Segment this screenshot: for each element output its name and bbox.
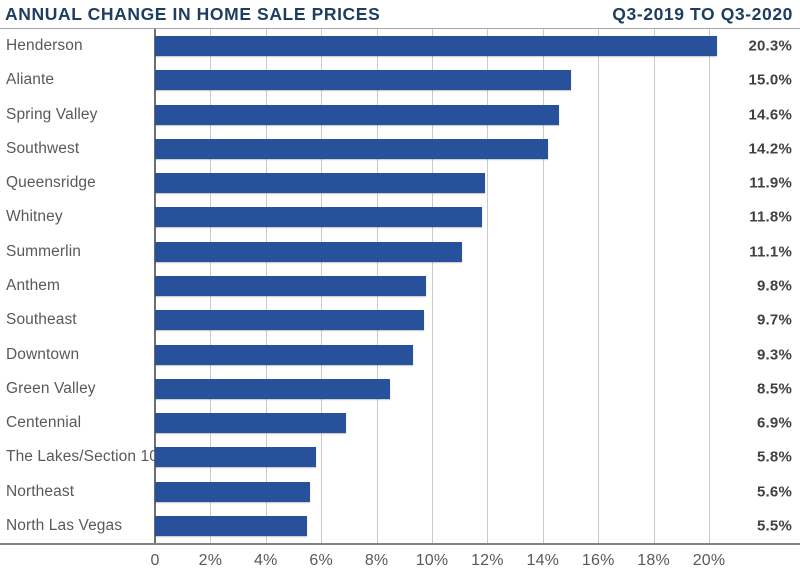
- category-label: Northeast: [6, 482, 75, 500]
- chart-subtitle-period: Q3-2019 TO Q3-2020: [612, 4, 793, 24]
- gridline: [653, 29, 655, 543]
- bar: [155, 310, 424, 331]
- value-label: 11.1%: [749, 243, 792, 261]
- chart-header: ANNUAL CHANGE IN HOME SALE PRICES Q3-201…: [5, 4, 793, 25]
- gridline: [432, 29, 433, 543]
- value-label: 15.0%: [748, 71, 792, 89]
- x-tick-label: 0: [150, 552, 160, 569]
- bar-row: Spring Valley 14.6%: [0, 98, 800, 132]
- x-tick-label: 2%: [198, 552, 223, 569]
- category-label: Centennial: [6, 414, 82, 432]
- category-label: Downtown: [6, 345, 80, 363]
- bar: [155, 344, 413, 365]
- value-label: 5.5%: [757, 517, 792, 535]
- value-label: 9.3%: [757, 346, 792, 364]
- bar-row: Green Valley 8.5%: [0, 372, 800, 406]
- bar: [155, 207, 482, 228]
- gridline: [487, 29, 489, 543]
- bar: [155, 447, 316, 468]
- value-label: 9.7%: [757, 311, 792, 329]
- bar-row: Anthem 9.8%: [0, 269, 800, 303]
- x-axis-line: [0, 543, 800, 545]
- bar: [155, 173, 485, 194]
- value-label: 6.9%: [757, 414, 792, 432]
- bar: [155, 241, 463, 262]
- bar-row: Northeast 5.6%: [0, 474, 800, 508]
- x-axis-labels: 0 2% 4% 6% 8% 10% 12% 14% 16% 18% 20%: [0, 549, 800, 575]
- value-label: 11.8%: [749, 208, 792, 226]
- category-label: Anthem: [6, 276, 61, 294]
- bar-row: Southwest 14.2%: [0, 132, 800, 166]
- x-tick-label: 6%: [309, 552, 333, 569]
- value-label: 14.6%: [748, 106, 792, 124]
- bar: [155, 70, 571, 91]
- value-label: 11.9%: [749, 174, 792, 192]
- bar-row: Southeast 9.7%: [0, 303, 800, 337]
- bar-row: Whitney 11.8%: [0, 200, 800, 234]
- bar-row: The Lakes/Section 10 5.8%: [0, 440, 800, 474]
- x-tick-label: 12%: [471, 552, 504, 569]
- category-label: Southeast: [6, 311, 77, 329]
- bar-rows-container: Henderson 20.3% Aliante 15.0% Spring Valley 1…: [0, 29, 800, 543]
- category-label: Spring Valley: [6, 105, 98, 123]
- category-label: Southwest: [6, 139, 80, 157]
- value-label: 14.2%: [748, 140, 792, 158]
- x-tick-label: 20%: [692, 552, 726, 569]
- bar-row: Aliante 15.0%: [0, 63, 800, 97]
- category-label: Henderson: [6, 37, 83, 55]
- bar-row: Downtown 9.3%: [0, 337, 800, 371]
- category-label: Queensridge: [6, 174, 96, 192]
- category-label: Summerlin: [6, 242, 81, 260]
- bar-row: Centennial 6.9%: [0, 406, 800, 440]
- category-label: Green Valley: [6, 379, 96, 397]
- bar: [155, 481, 311, 502]
- bar: [155, 378, 391, 399]
- gridline: [709, 29, 710, 543]
- gridline: [542, 29, 544, 543]
- plot-area: Henderson 20.3% Aliante 15.0% Spring Valley 1…: [0, 29, 800, 543]
- bar-row: Summerlin 11.1%: [0, 235, 800, 269]
- value-label: 9.8%: [757, 277, 792, 295]
- value-label: 5.8%: [757, 448, 792, 466]
- x-tick-label: 4%: [254, 552, 278, 569]
- x-tick-label: 14%: [526, 552, 560, 569]
- bar: [155, 275, 427, 296]
- value-label: 5.6%: [757, 483, 792, 501]
- value-label: 8.5%: [757, 380, 792, 398]
- category-label: Whitney: [6, 208, 63, 226]
- x-tick-label: 10%: [415, 552, 449, 569]
- bar-row: North Las Vegas 5.5%: [0, 509, 800, 543]
- gridline: [598, 29, 600, 543]
- x-tick-label: 8%: [364, 552, 389, 569]
- bar-row: Queensridge 11.9%: [0, 166, 800, 200]
- category-label: North Las Vegas: [6, 516, 123, 534]
- category-label: The Lakes/Section 10: [6, 448, 158, 466]
- chart-title: ANNUAL CHANGE IN HOME SALE PRICES: [5, 4, 381, 24]
- bar: [155, 104, 560, 125]
- x-tick-label: 18%: [637, 552, 670, 569]
- value-label: 20.3%: [748, 37, 792, 55]
- bar: [155, 138, 549, 159]
- bar: [155, 515, 308, 536]
- bar-row: Henderson 20.3%: [0, 29, 800, 63]
- category-label: Aliante: [6, 71, 55, 89]
- bar: [155, 36, 718, 57]
- header-divider: [0, 28, 800, 29]
- x-tick-label: 16%: [581, 552, 615, 569]
- bar: [155, 413, 347, 434]
